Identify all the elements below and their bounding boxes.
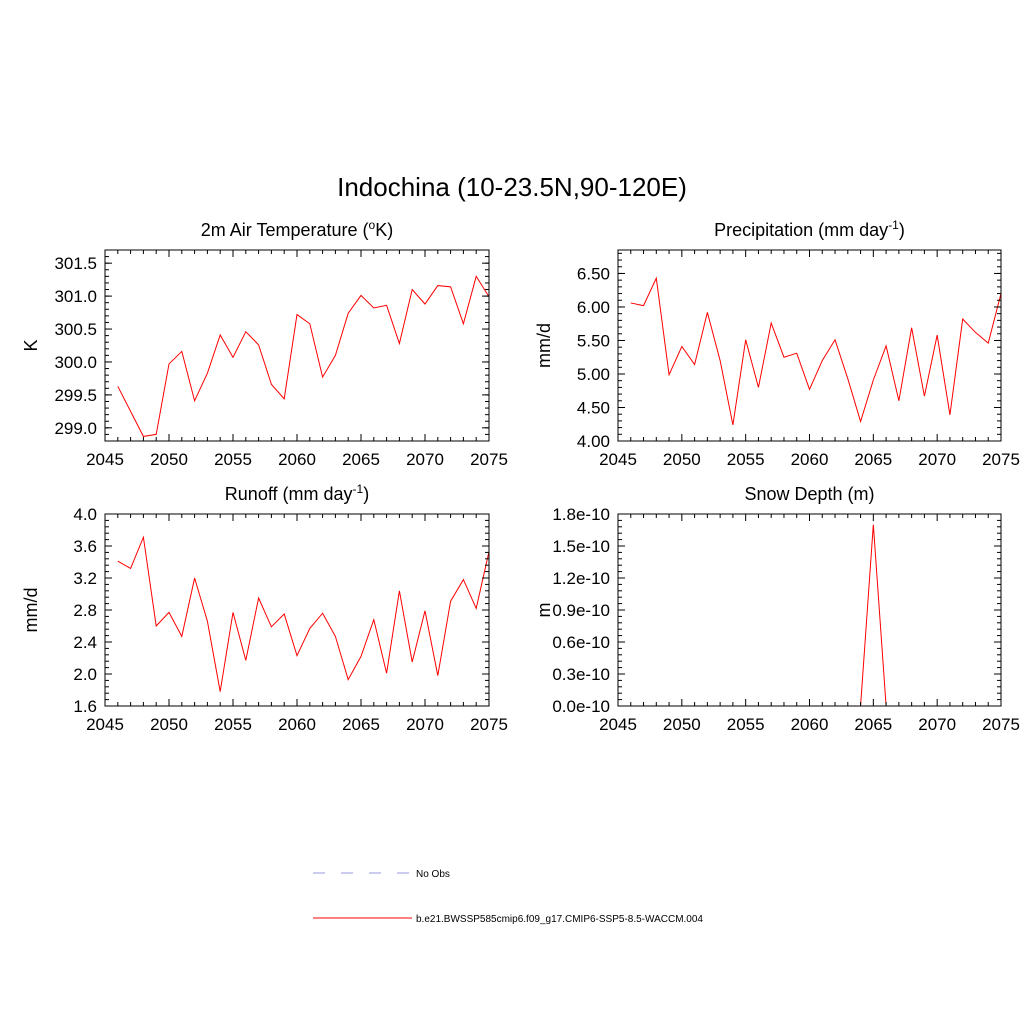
panel-precipitation: Precipitation (mm day-1) mm/d 2045 2050 2055… [534, 218, 1020, 469]
x-tick-label: 2055 [727, 450, 765, 469]
x-tick-label: 2065 [854, 450, 892, 469]
panel-title: 2m Air Temperature (oK) [201, 218, 393, 240]
x-tick-label: 2050 [150, 715, 188, 734]
panel-title-main: Runoff (mm day [225, 484, 353, 504]
y-tick-label: 300.0 [54, 353, 97, 372]
y-tick-label: 300.5 [54, 320, 97, 339]
x-tick-label: 2045 [86, 715, 124, 734]
y-tick-label: 0.6e-10 [552, 633, 610, 652]
y-tick-label: 3.2 [73, 569, 97, 588]
x-tick-label: 2060 [791, 715, 829, 734]
y-axis-label: K [21, 339, 41, 351]
legend-model-label: b.e21.BWSSP585cmip6.f09_g17.CMIP6-SSP5-8… [416, 914, 703, 925]
panel-title-suffix: ) [899, 220, 905, 240]
series-line [117, 275, 489, 437]
series-line [630, 276, 1001, 426]
x-tick-label: 2045 [86, 450, 124, 469]
y-tick-label: 0.3e-10 [552, 665, 610, 684]
y-tick-label: 4.0 [73, 505, 97, 524]
y-tick-label: 2.4 [73, 633, 97, 652]
y-tick-label: 4.00 [577, 432, 610, 451]
y-tick-label: 4.50 [577, 398, 610, 417]
x-tick-label: 2070 [406, 450, 444, 469]
x-tick-label: 2045 [599, 450, 637, 469]
series-line [630, 524, 1001, 706]
y-tick-label: 5.50 [577, 331, 610, 350]
y-tick-label: 1.8e-10 [552, 505, 610, 524]
y-tick-label: 3.6 [73, 537, 97, 556]
x-tick-label: 2065 [342, 450, 380, 469]
y-tick-label: 299.5 [54, 386, 97, 405]
x-tick-label: 2070 [918, 450, 956, 469]
x-tick-label: 2050 [663, 450, 701, 469]
x-tick-label: 2060 [791, 450, 829, 469]
plot-frame [104, 249, 490, 442]
x-tick-label: 2065 [342, 715, 380, 734]
x-tick-label: 2045 [599, 715, 637, 734]
y-tick-label: 301.5 [54, 254, 97, 273]
plot-frame [617, 513, 1002, 707]
y-tick-label: 5.00 [577, 365, 610, 384]
panel-runoff: Runoff (mm day-1) mm/d 2045 2050 2055 2060 206… [21, 482, 508, 734]
panel-title-superscript: o [369, 218, 376, 232]
y-tick-label: 301.0 [54, 287, 97, 306]
panel-title-suffix: K) [375, 220, 393, 240]
y-tick-label: 1.2e-10 [552, 569, 610, 588]
y-tick-label: 1.6 [73, 697, 97, 716]
figure-title: Indochina (10-23.5N,90-120E) [337, 172, 687, 202]
x-tick-label: 2055 [727, 715, 765, 734]
x-tick-label: 2070 [918, 715, 956, 734]
y-tick-label: 0.9e-10 [552, 601, 610, 620]
panel-title-suffix: ) [363, 484, 369, 504]
panel-snow-depth: Snow Depth (m) m 2045 2050 2055 2060 2065 2070 2… [534, 484, 1020, 734]
panel-title-main: Snow Depth (m) [744, 484, 874, 504]
legend: No Obs b.e21.BWSSP585cmip6.f09_g17.CMIP6… [313, 869, 703, 925]
x-tick-label: 2075 [982, 715, 1020, 734]
y-tick-label: 2.8 [73, 601, 97, 620]
x-tick-label: 2070 [406, 715, 444, 734]
plot-frame [617, 249, 1002, 442]
x-tick-label: 2050 [150, 450, 188, 469]
x-tick-label: 2075 [982, 450, 1020, 469]
panel-title-main: Precipitation (mm day [714, 220, 888, 240]
panel-title: Precipitation (mm day-1) [714, 218, 905, 240]
x-tick-label: 2060 [278, 450, 316, 469]
x-tick-label: 2060 [278, 715, 316, 734]
panel-title: Runoff (mm day-1) [225, 482, 369, 504]
y-tick-label: 299.0 [54, 419, 97, 438]
x-tick-label: 2050 [663, 715, 701, 734]
panel-title-main: 2m Air Temperature ( [201, 220, 369, 240]
x-tick-label: 2065 [854, 715, 892, 734]
x-tick-label: 2055 [214, 450, 252, 469]
series-line [117, 535, 489, 692]
x-tick-label: 2075 [470, 715, 508, 734]
plot-frame [104, 513, 490, 707]
y-tick-label: 2.0 [73, 665, 97, 684]
y-tick-label: 0.0e-10 [552, 697, 610, 716]
panel-air-temperature: 2m Air Temperature (oK) K 2045 2050 2055 2060… [21, 218, 508, 469]
y-axis-label: m [534, 603, 554, 618]
y-tick-label: 6.00 [577, 298, 610, 317]
x-tick-label: 2075 [470, 450, 508, 469]
panel-title-superscript: -1 [888, 218, 899, 232]
y-tick-label: 6.50 [577, 264, 610, 283]
panel-title-superscript: -1 [353, 482, 364, 496]
legend-obs-label: No Obs [416, 869, 450, 880]
panel-title: Snow Depth (m) [744, 484, 874, 504]
y-axis-label: mm/d [534, 323, 554, 368]
y-tick-label: 1.5e-10 [552, 537, 610, 556]
x-tick-label: 2055 [214, 715, 252, 734]
y-axis-label: mm/d [21, 588, 41, 633]
